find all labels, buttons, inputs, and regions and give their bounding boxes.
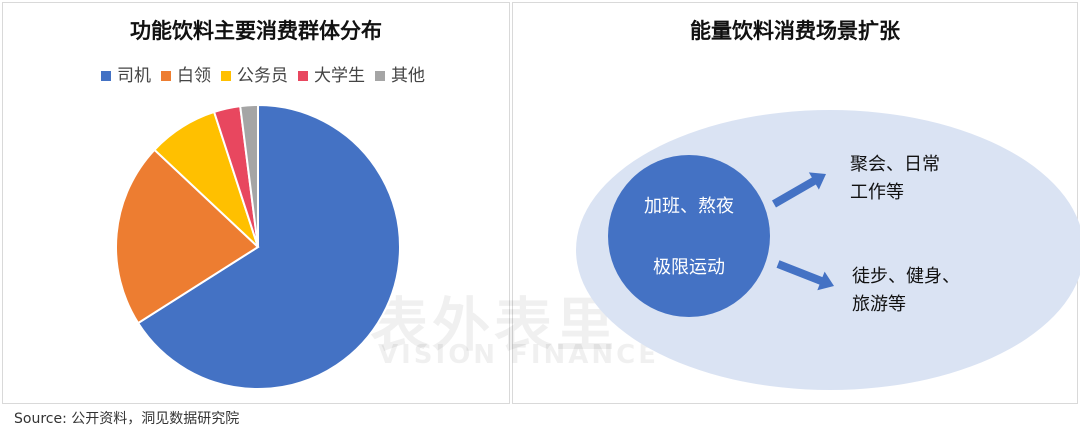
pie-slice-白领 bbox=[115, 148, 260, 325]
legend-item: 司机 bbox=[101, 61, 151, 86]
legend-swatch bbox=[375, 71, 385, 81]
outcome-text: 聚会、日常 bbox=[850, 154, 940, 175]
center-line: 极限运动 bbox=[653, 257, 725, 278]
legend-item: 其他 bbox=[375, 61, 425, 86]
center-line: 加班、熬夜 bbox=[644, 196, 734, 217]
outcome-text: 旅游等 bbox=[852, 294, 906, 315]
core-scenario-circle bbox=[608, 155, 770, 317]
pie-title: 功能饮料主要消费群体分布 bbox=[130, 19, 382, 43]
diagram-title: 能量饮料消费场景扩张 bbox=[690, 19, 900, 43]
legend-swatch bbox=[221, 71, 231, 81]
outcome-text: 徒步、健身、 bbox=[852, 266, 960, 287]
legend-swatch bbox=[101, 71, 111, 81]
legend-item: 白领 bbox=[161, 61, 211, 86]
pie-legend: 司机 白领 公务员 大学生 其他 bbox=[101, 61, 425, 86]
legend-label: 其他 bbox=[391, 66, 425, 86]
watermark-cn: 表外表里 bbox=[370, 291, 619, 359]
legend-label: 司机 bbox=[117, 66, 151, 86]
legend-item: 大学生 bbox=[298, 61, 365, 86]
arrow-icon bbox=[776, 260, 834, 291]
legend-swatch bbox=[298, 71, 308, 81]
legend-label: 白领 bbox=[177, 66, 211, 86]
legend-swatch bbox=[161, 71, 171, 81]
watermark-en: VISION FINANCE bbox=[378, 340, 660, 370]
pie-slice-其他 bbox=[239, 103, 259, 248]
legend-label: 大学生 bbox=[314, 66, 365, 86]
legend-item: 公务员 bbox=[221, 61, 288, 86]
pie-slice-司机 bbox=[136, 103, 401, 390]
arrow-icon bbox=[772, 172, 826, 208]
legend-label: 公务员 bbox=[237, 66, 288, 86]
source-note: Source: 公开资料，洞见数据研究院 bbox=[14, 411, 240, 427]
outcome-text: 工作等 bbox=[850, 182, 904, 203]
